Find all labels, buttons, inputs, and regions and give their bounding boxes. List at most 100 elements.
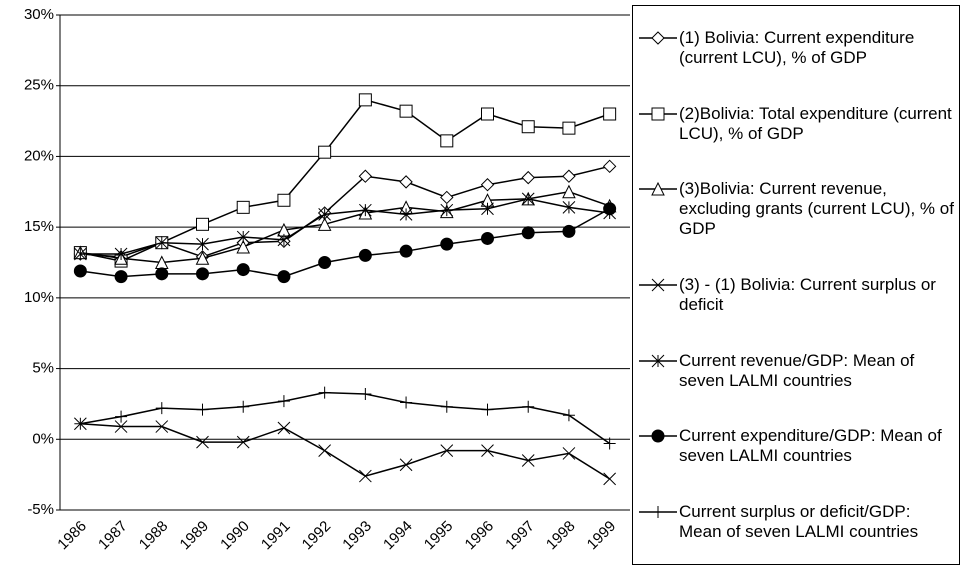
y-tick-label: 20% [24, 147, 54, 164]
legend: (1) Bolivia: Current expenditure (curren… [632, 5, 960, 565]
legend-item: Current revenue/GDP: Mean of seven LALMI… [635, 351, 957, 391]
marker [522, 400, 535, 413]
legend-item: (3)Bolivia: Current revenue, excluding g… [635, 179, 957, 239]
marker [652, 506, 664, 519]
marker [318, 386, 331, 399]
marker [73, 264, 87, 278]
series-line [80, 165, 610, 258]
marker [196, 237, 209, 251]
series-line [80, 98, 610, 262]
series-line [80, 198, 610, 255]
marker [318, 208, 331, 221]
marker [399, 208, 413, 221]
legend-swatch [639, 182, 677, 196]
marker [602, 159, 617, 174]
marker [359, 469, 372, 483]
series-line [80, 422, 611, 480]
x-tick-label: 1986 [54, 518, 90, 554]
legend-swatch [639, 506, 677, 519]
marker [155, 236, 169, 250]
marker [651, 182, 665, 196]
marker [195, 251, 210, 265]
marker [114, 247, 128, 261]
y-tick-label: 0% [32, 430, 54, 447]
marker [440, 203, 454, 217]
marker [440, 190, 454, 205]
legend-label: (3)Bolivia: Current revenue, excluding g… [679, 179, 954, 239]
marker [480, 178, 495, 192]
legend-swatch [639, 354, 677, 368]
marker [277, 270, 291, 284]
legend-label: (1) Bolivia: Current expenditure (curren… [679, 27, 915, 67]
marker [277, 193, 291, 207]
y-tick-label: 10% [24, 289, 54, 306]
marker [562, 200, 576, 214]
marker [399, 104, 413, 118]
marker [603, 107, 617, 121]
y-tick-label: 5% [32, 360, 54, 377]
y-tick-label: 15% [24, 218, 54, 235]
x-tick-label: 1996 [462, 518, 498, 554]
marker [114, 270, 128, 284]
y-tick-label: 25% [24, 77, 54, 94]
x-tick-label: 1997 [502, 518, 538, 554]
marker [521, 192, 535, 206]
legend-swatch [639, 107, 677, 121]
marker [521, 170, 535, 185]
marker [318, 256, 332, 269]
marker [481, 444, 494, 457]
marker [481, 202, 494, 216]
legend-item: (2)Bolivia: Total expenditure (current L… [635, 104, 957, 144]
marker [196, 267, 209, 281]
marker [155, 267, 169, 281]
marker [562, 409, 575, 422]
marker [400, 396, 413, 409]
y-tick-label: -5% [27, 501, 54, 518]
marker [481, 231, 494, 245]
x-tick-label: 1989 [177, 518, 213, 554]
chart: -5%0%5%10%15%20%25%30%1986 1987 1988 1989 19… [24, 6, 630, 554]
legend-item: Current expenditure/GDP: Mean of seven L… [635, 426, 957, 466]
marker [521, 120, 535, 134]
marker [562, 169, 576, 183]
marker [236, 230, 250, 244]
marker [237, 400, 250, 413]
x-tick-label: 1998 [543, 518, 579, 554]
series-line [80, 191, 610, 264]
marker [236, 435, 250, 449]
marker [74, 247, 87, 261]
marker [277, 421, 291, 435]
legend-label: Current surplus or deficit/GDP: Mean of … [679, 502, 919, 542]
marker [521, 226, 535, 240]
legend-swatch [639, 429, 677, 443]
marker [521, 454, 535, 467]
marker [155, 402, 168, 415]
marker [196, 435, 209, 449]
marker [481, 403, 494, 416]
marker [651, 31, 665, 45]
marker [277, 233, 291, 247]
legend-label: (3) - (1) Bolivia: Current surplus or de… [679, 274, 936, 314]
marker [440, 444, 454, 457]
marker [562, 184, 576, 199]
marker [358, 169, 373, 183]
x-tick-label: 1994 [380, 518, 416, 554]
marker [317, 217, 332, 231]
marker [651, 429, 665, 443]
marker [562, 224, 576, 238]
marker [236, 263, 250, 277]
marker [318, 444, 331, 457]
marker [358, 93, 372, 107]
marker [399, 175, 413, 189]
marker [603, 437, 616, 450]
marker [277, 395, 290, 408]
x-tick-label: 1988 [136, 518, 172, 554]
marker [603, 472, 616, 486]
x-tick-label: 1995 [421, 518, 457, 554]
marker [440, 237, 454, 251]
marker [603, 202, 617, 216]
x-tick-label: 1992 [299, 518, 335, 554]
legend-item: (1) Bolivia: Current expenditure (curren… [635, 28, 957, 68]
marker [651, 107, 665, 121]
